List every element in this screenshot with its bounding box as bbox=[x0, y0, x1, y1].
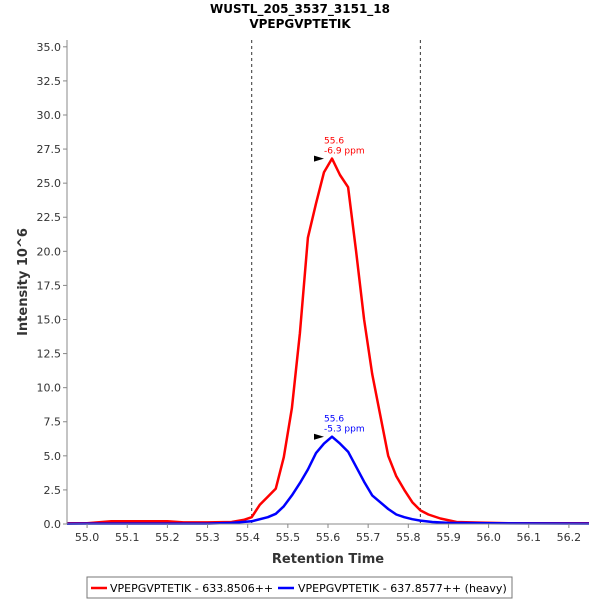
y-tick-label: 0.0 bbox=[44, 518, 62, 531]
series-layer bbox=[66, 157, 590, 525]
y-tick-label: 10.0 bbox=[37, 382, 62, 395]
x-tick-label: 55.9 bbox=[436, 531, 461, 544]
y-tick-label: 30.0 bbox=[37, 109, 62, 122]
x-tick-label: 55.7 bbox=[356, 531, 381, 544]
chart-subtitle: VPEPGVPTETIK bbox=[249, 17, 351, 31]
x-tick-label: 56.0 bbox=[476, 531, 501, 544]
y-tick-label: 2.5 bbox=[44, 484, 62, 497]
x-tick-label: 56.2 bbox=[557, 531, 582, 544]
x-tick-label: 55.2 bbox=[155, 531, 180, 544]
y-ticks: 0.0 2.5 5.0 7.5 10.0 12.5 15.0 17.5 20.0 22.5 25.0… bbox=[37, 41, 67, 531]
y-tick-label: 7.5 bbox=[44, 416, 62, 429]
legend: VPEPGVPTETIK - 633.8506++ VPEPGVPTETIK -… bbox=[86, 576, 513, 599]
chart-title: WUSTL_205_3537_3151_18 bbox=[210, 2, 390, 17]
peak-label-ppm-0: -6.9 ppm bbox=[324, 147, 365, 157]
x-ticks: 55.0 55.1 55.2 55.3 55.4 55.5 55.6 55.7 55.8 55.9… bbox=[75, 524, 581, 544]
plot-area bbox=[67, 40, 589, 524]
peak-label-rt-0: 55.6 bbox=[324, 137, 344, 147]
x-axis-title: Retention Time bbox=[272, 552, 384, 567]
x-tick-label: 56.1 bbox=[517, 531, 542, 544]
legend-label-heavy: VPEPGVPTETIK - 637.8577++ (heavy) bbox=[298, 582, 507, 595]
x-tick-label: 55.1 bbox=[115, 531, 140, 544]
x-tick-label: 55.3 bbox=[195, 531, 220, 544]
y-tick-label: 32.5 bbox=[37, 75, 62, 88]
y-tick-label: 35.0 bbox=[37, 41, 62, 54]
legend-label-light: VPEPGVPTETIK - 633.8506++ bbox=[110, 582, 273, 595]
y-tick-label: 27.5 bbox=[37, 143, 62, 156]
series-line-1 bbox=[66, 435, 590, 525]
x-tick-label: 55.0 bbox=[75, 531, 100, 544]
peak-arrow-0 bbox=[314, 155, 324, 162]
y-tick-label: 12.5 bbox=[37, 348, 62, 361]
peak-arrow-1 bbox=[314, 433, 324, 440]
peak-label-ppm-1: -5.3 ppm bbox=[324, 425, 365, 435]
y-tick-label: 17.5 bbox=[37, 279, 62, 292]
y-tick-label: 20.0 bbox=[37, 245, 62, 258]
y-tick-label: 25.0 bbox=[37, 177, 62, 190]
peak-label-rt-1: 55.6 bbox=[324, 415, 344, 425]
x-tick-label: 55.6 bbox=[316, 531, 341, 544]
y-axis-title: Intensity 10^6 bbox=[16, 228, 31, 336]
x-tick-label: 55.8 bbox=[396, 531, 421, 544]
y-tick-label: 15.0 bbox=[37, 313, 62, 326]
legend-box bbox=[86, 576, 513, 599]
integration-boundaries bbox=[251, 40, 421, 524]
x-tick-label: 55.5 bbox=[276, 531, 301, 544]
y-tick-label: 5.0 bbox=[44, 450, 62, 463]
x-tick-label: 55.4 bbox=[235, 531, 260, 544]
y-tick-label: 22.5 bbox=[37, 211, 62, 224]
